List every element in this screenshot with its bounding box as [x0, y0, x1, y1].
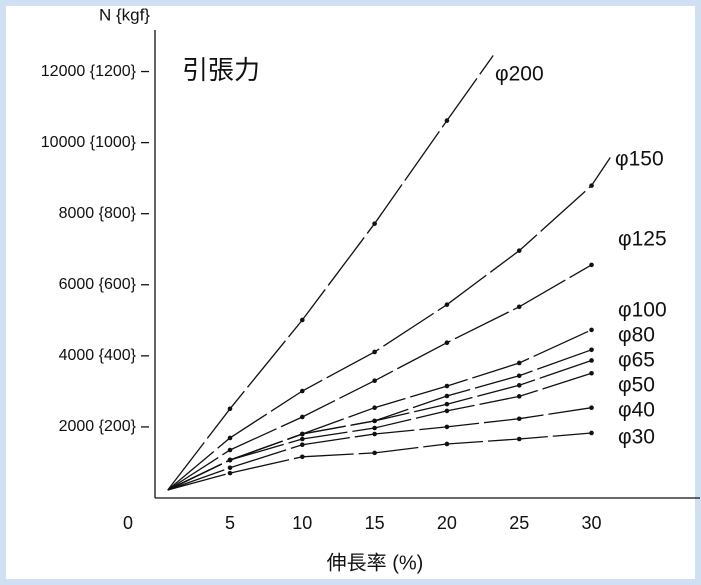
- series-line: [167, 157, 611, 491]
- data-point: [589, 405, 594, 411]
- data-point: [227, 465, 233, 471]
- data-point: [372, 221, 377, 226]
- data-point: [516, 436, 522, 442]
- series-label: φ100: [618, 299, 667, 322]
- data-point: [444, 401, 450, 407]
- y-tick-label: 2000 {200}: [59, 418, 137, 435]
- data-point: [444, 408, 450, 414]
- data-point: [516, 416, 522, 422]
- data-point: [589, 262, 594, 268]
- data-point: [444, 383, 450, 389]
- x-tick-label: 10: [292, 513, 312, 533]
- series-label: φ50: [618, 374, 655, 397]
- data-point: [444, 302, 450, 307]
- series-label: φ125: [618, 228, 667, 251]
- x-tick-label: 20: [437, 513, 457, 533]
- data-point: [589, 430, 594, 436]
- y-tick-label: 8000 {800}: [59, 205, 137, 222]
- data-point: [372, 405, 377, 411]
- data-point: [227, 435, 233, 441]
- data-point: [516, 304, 522, 310]
- series-label: φ65: [618, 349, 655, 372]
- data-point: [227, 406, 233, 412]
- series-label: φ30: [618, 426, 655, 449]
- data-point: [516, 373, 522, 379]
- data-point: [300, 317, 305, 323]
- data-point: [300, 388, 305, 394]
- data-point: [300, 436, 305, 442]
- x-axis-label: 伸長率 (%): [327, 551, 424, 574]
- data-point: [589, 358, 594, 363]
- y-tick-label: 6000 {600}: [59, 276, 137, 293]
- y-tick-label: 10000 {1000}: [41, 134, 137, 151]
- y-tick-label: 4000 {400}: [59, 347, 137, 364]
- data-point: [589, 370, 594, 376]
- data-point: [589, 347, 594, 353]
- data-point: [444, 340, 450, 345]
- data-point: [589, 327, 594, 333]
- data-point: [300, 454, 305, 460]
- data-point: [227, 447, 233, 453]
- data-point: [444, 118, 450, 123]
- x-tick-label: 25: [509, 513, 529, 533]
- data-point: [300, 431, 305, 437]
- data-point: [372, 425, 377, 431]
- data-point: [516, 360, 522, 366]
- data-point: [372, 418, 377, 424]
- x-tick-label: 15: [365, 513, 385, 533]
- y-tick-label: 12000 {1200}: [41, 63, 137, 80]
- data-point: [300, 414, 305, 420]
- x-tick-label: 30: [582, 513, 602, 533]
- y-axis-label: N {kgf}: [99, 5, 150, 24]
- series-label: φ150: [615, 148, 664, 171]
- data-point: [300, 442, 305, 447]
- series-label: φ200: [495, 63, 544, 86]
- data-point: [372, 431, 377, 437]
- data-point: [372, 349, 377, 355]
- data-point: [444, 441, 450, 447]
- data-point: [372, 378, 377, 384]
- data-point: [516, 383, 522, 388]
- data-point: [444, 424, 450, 430]
- chart-title: 引張力: [182, 55, 260, 85]
- series-label: φ40: [618, 399, 655, 422]
- data-point: [227, 457, 233, 463]
- data-point: [589, 183, 594, 188]
- x-tick-label: 0: [123, 513, 133, 533]
- data-point: [516, 394, 522, 399]
- data-point: [516, 248, 522, 253]
- series-line: [167, 55, 494, 491]
- data-point: [372, 450, 377, 456]
- x-tick-label: 5: [225, 513, 235, 533]
- data-point: [227, 470, 233, 476]
- series-label: φ80: [618, 324, 655, 347]
- panel: [6, 6, 695, 579]
- data-point: [444, 393, 450, 399]
